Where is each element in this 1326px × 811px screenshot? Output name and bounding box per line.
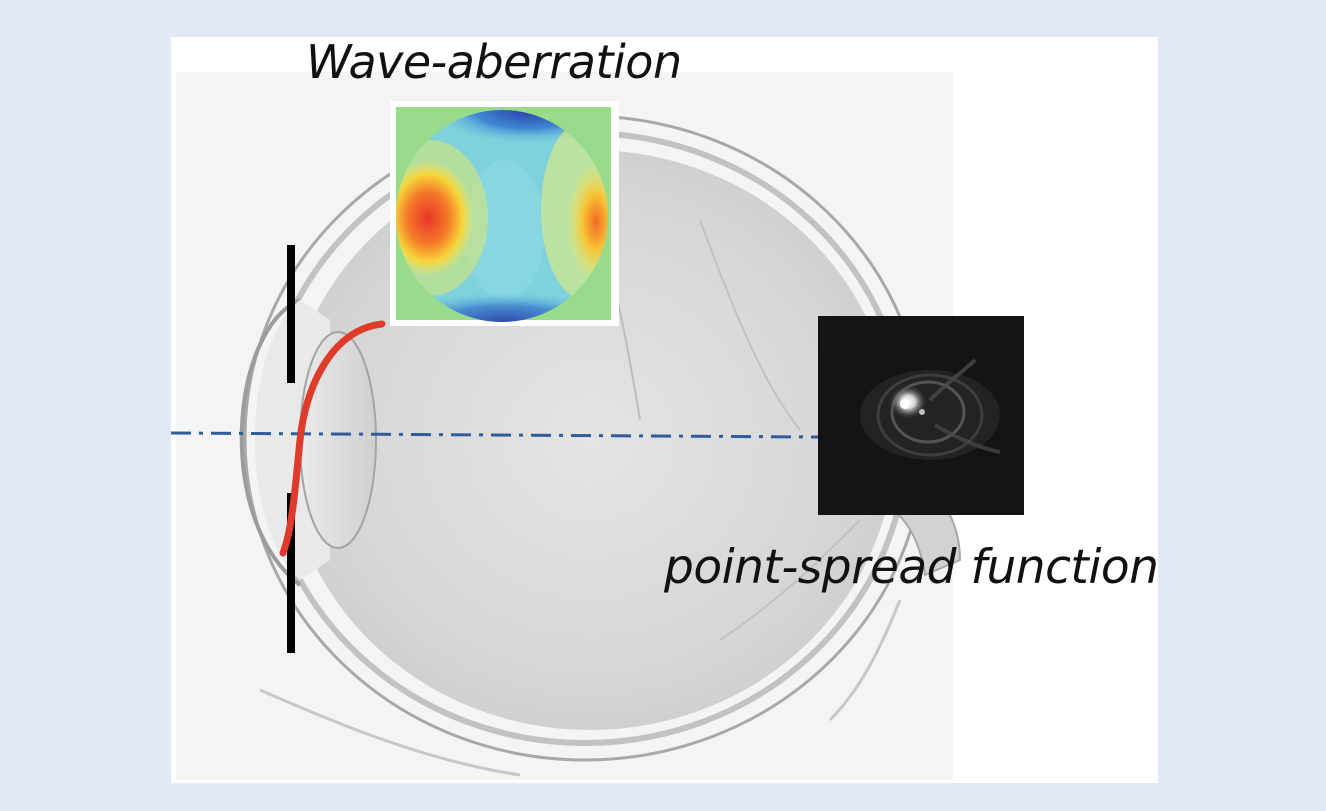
aperture-stop-lower (287, 493, 295, 653)
point-spread-function-image (818, 316, 1024, 515)
optical-axis (170, 431, 819, 439)
crystalline-lens (299, 331, 377, 549)
wave-aberration-map (390, 101, 619, 326)
aperture-stop-upper (287, 245, 295, 383)
wave-aberration-label: Wave-aberration (306, 35, 682, 89)
point-spread-function-label: point-spread function (664, 540, 1159, 595)
cornea (239, 298, 302, 587)
wavefront-curve (279, 320, 386, 557)
